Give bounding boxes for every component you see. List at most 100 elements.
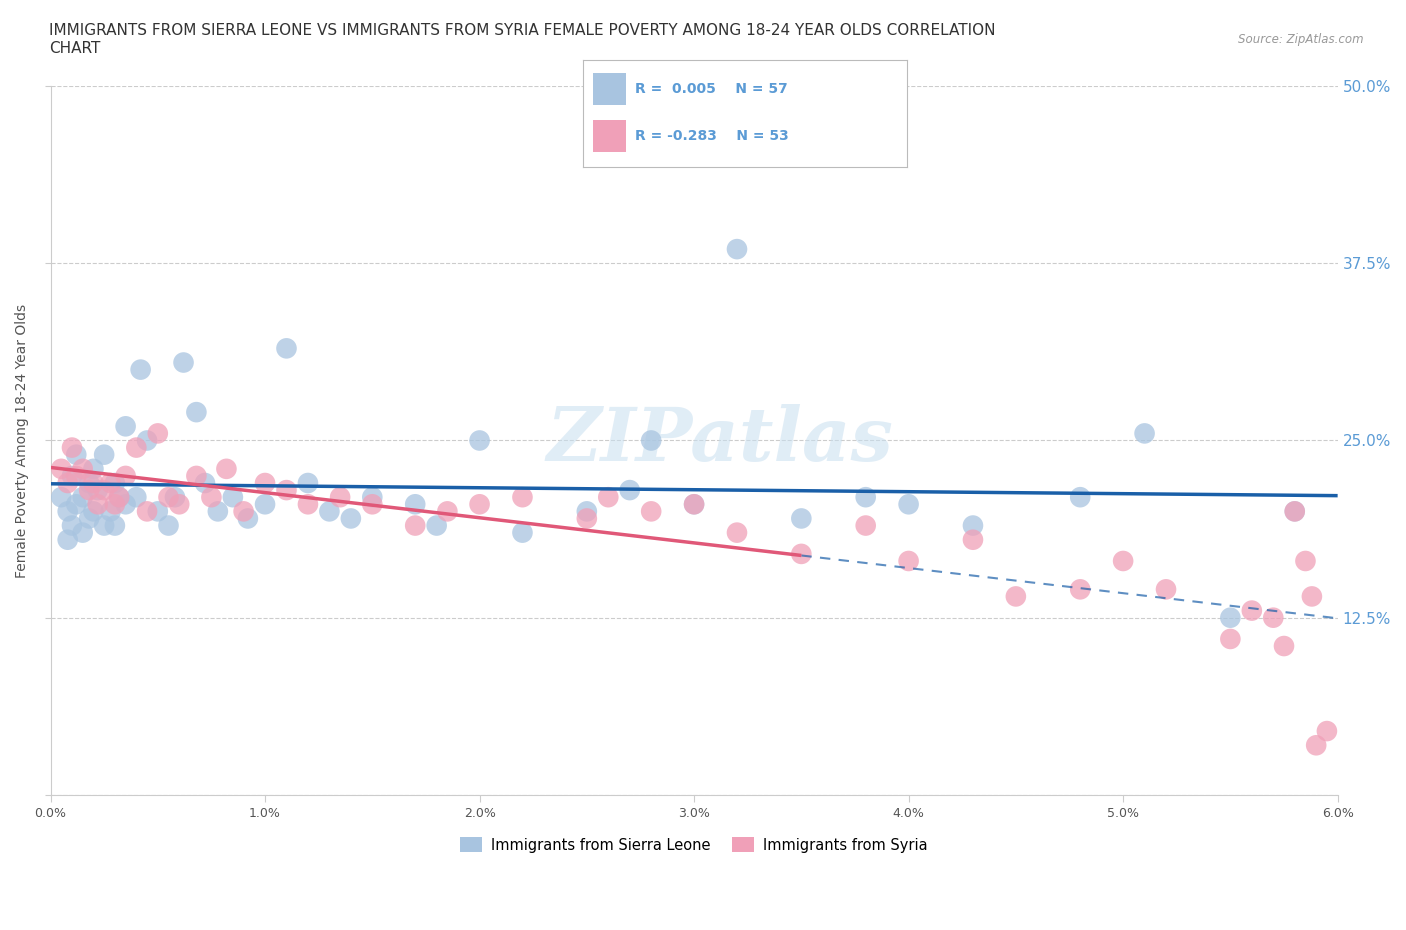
Text: Source: ZipAtlas.com: Source: ZipAtlas.com	[1239, 33, 1364, 46]
Text: ZIPatlas: ZIPatlas	[547, 405, 893, 477]
Bar	[593, 120, 626, 153]
Legend: Immigrants from Sierra Leone, Immigrants from Syria: Immigrants from Sierra Leone, Immigrants…	[454, 831, 934, 858]
Point	[468, 433, 491, 448]
Point	[65, 497, 87, 512]
Point	[790, 547, 813, 562]
Point	[77, 483, 100, 498]
Point	[87, 497, 110, 512]
Point	[1154, 582, 1177, 597]
Point	[575, 504, 598, 519]
Point	[683, 497, 706, 512]
Point	[855, 518, 877, 533]
Point	[82, 475, 104, 490]
Point	[1284, 504, 1306, 519]
Point	[125, 490, 148, 505]
Point	[60, 469, 83, 484]
Point	[100, 504, 122, 519]
Point	[194, 475, 217, 490]
Point	[962, 532, 984, 547]
Point	[157, 490, 180, 505]
Text: IMMIGRANTS FROM SIERRA LEONE VS IMMIGRANTS FROM SYRIA FEMALE POVERTY AMONG 18-24: IMMIGRANTS FROM SIERRA LEONE VS IMMIGRAN…	[49, 23, 995, 56]
Point	[93, 483, 115, 498]
Point	[82, 504, 104, 519]
Point	[56, 504, 79, 519]
Point	[186, 469, 208, 484]
Text: R = -0.283    N = 53: R = -0.283 N = 53	[636, 129, 789, 143]
Point	[1133, 426, 1156, 441]
Point	[1240, 604, 1263, 618]
Point	[108, 490, 131, 505]
Bar	[593, 73, 626, 105]
Point	[173, 355, 195, 370]
Point	[51, 490, 73, 505]
Point	[297, 475, 319, 490]
Point	[65, 447, 87, 462]
Point	[619, 483, 641, 498]
Point	[77, 475, 100, 490]
Point	[114, 469, 136, 484]
Point	[1284, 504, 1306, 519]
Point	[136, 504, 159, 519]
Point	[1219, 610, 1241, 625]
Point	[51, 461, 73, 476]
Point	[1069, 582, 1091, 597]
Point	[340, 511, 363, 525]
Point	[598, 490, 620, 505]
Point	[108, 490, 131, 505]
Y-axis label: Female Poverty Among 18-24 Year Olds: Female Poverty Among 18-24 Year Olds	[15, 303, 30, 578]
Point	[114, 497, 136, 512]
Point	[104, 518, 127, 533]
Point	[962, 518, 984, 533]
Point	[60, 440, 83, 455]
Point	[855, 490, 877, 505]
Point	[236, 511, 259, 525]
Point	[1316, 724, 1339, 738]
Point	[254, 475, 277, 490]
Point	[93, 518, 115, 533]
Point	[167, 497, 190, 512]
Point	[512, 525, 534, 540]
Point	[426, 518, 449, 533]
Point	[56, 532, 79, 547]
Point	[72, 490, 94, 505]
Point	[163, 490, 186, 505]
Point	[146, 504, 169, 519]
Point	[93, 447, 115, 462]
Point	[404, 497, 426, 512]
Point	[640, 504, 662, 519]
Point	[104, 475, 127, 490]
Point	[222, 490, 245, 505]
Point	[790, 511, 813, 525]
Point	[276, 341, 298, 356]
Point	[215, 461, 238, 476]
Text: R =  0.005    N = 57: R = 0.005 N = 57	[636, 83, 787, 97]
Point	[1294, 553, 1316, 568]
Point	[87, 483, 110, 498]
Point	[725, 242, 748, 257]
Point	[72, 461, 94, 476]
Point	[207, 504, 229, 519]
Point	[1112, 553, 1135, 568]
Point	[129, 362, 152, 377]
Point	[683, 497, 706, 512]
Point	[512, 490, 534, 505]
Point	[104, 497, 127, 512]
Point	[125, 440, 148, 455]
Point	[276, 483, 298, 498]
Point	[136, 433, 159, 448]
Point	[897, 497, 920, 512]
Point	[436, 504, 458, 519]
Point	[254, 497, 277, 512]
Point	[725, 525, 748, 540]
Point	[1005, 589, 1028, 604]
Point	[897, 553, 920, 568]
Point	[114, 418, 136, 433]
Point	[404, 518, 426, 533]
Point	[297, 497, 319, 512]
Point	[82, 461, 104, 476]
Point	[1069, 490, 1091, 505]
Point	[77, 511, 100, 525]
Point	[361, 497, 384, 512]
Point	[361, 490, 384, 505]
Point	[1301, 589, 1323, 604]
